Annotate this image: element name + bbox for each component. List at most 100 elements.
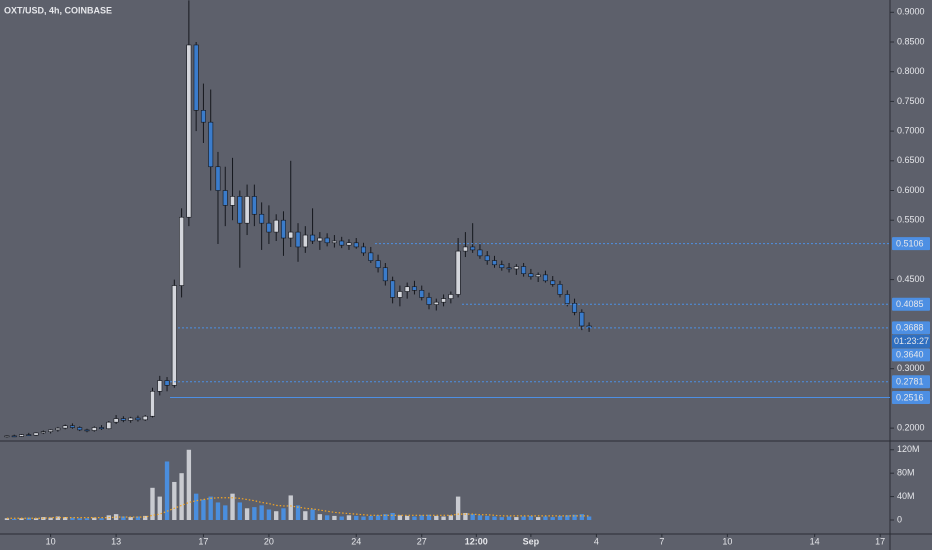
candle-body (171, 285, 177, 386)
volume-bar (92, 517, 97, 520)
candle-body (69, 425, 75, 428)
volume-bar (390, 512, 395, 520)
candle-body (230, 196, 236, 206)
y-tick-label: 0.3000 (897, 363, 925, 373)
candle-body (135, 417, 141, 421)
volume-tick-label: 80M (897, 468, 915, 478)
candle-body (99, 427, 105, 430)
volume-tick-label: 40M (897, 491, 915, 501)
x-tick-label: 12:00 (465, 536, 488, 546)
volume-bar (463, 512, 468, 520)
candle-body (55, 427, 61, 431)
volume-ma-line (6, 497, 590, 519)
volume-bar (303, 511, 308, 520)
candle-body (113, 418, 119, 423)
volume-bar (121, 516, 126, 520)
volume-bar (237, 502, 242, 520)
candle-body (492, 260, 497, 266)
candle-body (19, 434, 24, 437)
volume-bar (33, 518, 39, 520)
volume-bar (383, 514, 388, 520)
volume-bar (281, 508, 286, 520)
x-tick-label: 13 (111, 536, 121, 546)
volume-bar (346, 515, 352, 520)
y-tick-label: 0.4500 (897, 274, 925, 284)
y-tick-label: 0.5500 (897, 215, 925, 225)
volume-bar (361, 516, 366, 520)
volume-bar (477, 515, 483, 520)
x-tick-label: 17 (198, 536, 208, 546)
volume-bar (324, 515, 330, 520)
candle-body (106, 421, 112, 430)
candle-body (521, 266, 527, 274)
volume-bar (419, 515, 424, 520)
volume-tick-label: 0 (897, 514, 902, 524)
volume-bar (506, 516, 512, 520)
candle-body (513, 266, 519, 270)
volume-bar (441, 516, 446, 520)
volume-bar (84, 518, 90, 520)
volume-bar (179, 473, 184, 520)
volume-bar (354, 515, 359, 520)
volume-tick-label: 120M (897, 444, 920, 454)
candle-body (288, 231, 294, 239)
candle-body (346, 242, 352, 246)
candle-body (462, 246, 468, 252)
candle-body (33, 432, 39, 436)
volume-bar (70, 517, 75, 520)
candle-body (273, 219, 279, 233)
volume-bar (259, 505, 264, 520)
x-tick-label: 10 (46, 536, 56, 546)
candle-body (193, 44, 199, 111)
level-label: 0.2781 (896, 377, 924, 387)
x-tick-label: Sep (523, 536, 540, 546)
volume-bar (150, 487, 155, 520)
candle-body (208, 121, 214, 168)
candle-body (426, 297, 432, 305)
volume-bar (557, 515, 563, 520)
x-tick-label: 10 (722, 536, 732, 546)
candle-body (251, 196, 257, 215)
level-label-box (892, 375, 930, 389)
volume-bar (448, 515, 454, 520)
candle-body (499, 264, 505, 269)
volume-bar (572, 514, 577, 520)
candle-body (200, 110, 206, 123)
candle-body (361, 246, 367, 254)
candle-body (164, 380, 170, 386)
volume-bar (157, 496, 162, 520)
volume-bar (164, 461, 170, 520)
level-label-box (892, 390, 930, 404)
candle-body (310, 234, 316, 242)
candle-body (259, 213, 265, 224)
volume-bar (135, 516, 141, 520)
volume-bar (12, 518, 17, 520)
candle-body (441, 298, 447, 303)
volume-bar (535, 517, 541, 520)
volume-bar (434, 515, 439, 520)
candle-body (382, 267, 388, 282)
candle-body (353, 242, 359, 248)
volume-bar (230, 493, 235, 520)
volume-bar (455, 496, 461, 520)
volume-bar (339, 516, 344, 520)
candle-body (368, 252, 374, 261)
volume-bar (317, 514, 323, 520)
candle-body (586, 325, 592, 329)
candle-body (222, 190, 228, 206)
volume-bar (332, 515, 337, 520)
volume-bar (288, 495, 293, 520)
countdown: 01:23:27 (894, 336, 929, 346)
candle-body (77, 427, 83, 431)
candle-body (535, 274, 541, 277)
volume-bar (426, 514, 432, 520)
candle-body (411, 286, 417, 291)
x-tick-label: 27 (417, 536, 427, 546)
volume-bar (499, 517, 504, 520)
price-label: 0.3640 (896, 350, 924, 360)
candle-body (317, 237, 323, 242)
price-label-box (892, 348, 930, 362)
y-tick-label: 0.8500 (897, 36, 925, 46)
candle-body (506, 267, 512, 270)
candle-body (564, 294, 570, 304)
